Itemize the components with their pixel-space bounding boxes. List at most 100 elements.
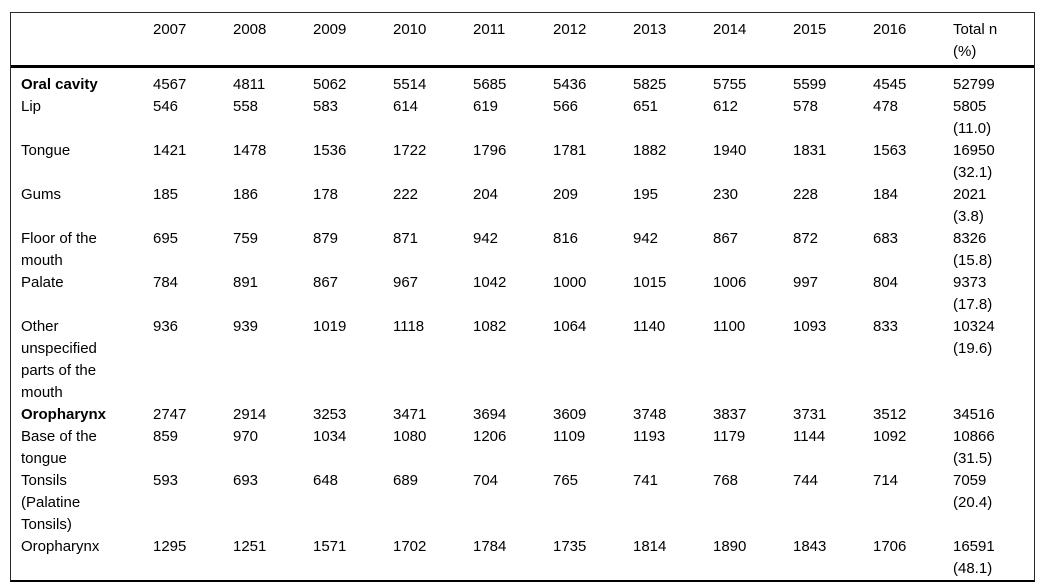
cell-value: 714 bbox=[873, 472, 899, 489]
cell-value: 744 bbox=[793, 472, 819, 489]
cell-value: 1784 bbox=[473, 538, 507, 555]
cell-value: 871 bbox=[393, 230, 419, 247]
cell-value: 939 bbox=[233, 318, 259, 335]
cell-value: 209 bbox=[553, 186, 579, 203]
row-label: Lip bbox=[21, 98, 42, 115]
total-n-value: 5805 bbox=[953, 98, 987, 115]
table-row: Floor of the mouth 695 759 879 871 942 816 942 8… bbox=[11, 228, 1034, 272]
row-label: Tongue bbox=[21, 142, 71, 159]
cell-value: 1563 bbox=[873, 142, 907, 159]
table-row: Tonsils (Palatine Tonsils) 593 693 648 689 70… bbox=[11, 470, 1034, 536]
cell-value: 1034 bbox=[313, 428, 347, 445]
incidence-by-year-table: 2007 2008 2009 2010 2011 2012 2013 2014 2015 2016… bbox=[11, 13, 1034, 580]
cell-value: 228 bbox=[793, 186, 819, 203]
table-row: Base of the tongue 859 970 1034 1080 1206 1109… bbox=[11, 426, 1034, 470]
cell-value: 578 bbox=[793, 98, 819, 115]
total-cell: 7059 (20.4) bbox=[953, 470, 1034, 536]
cell-value: 593 bbox=[153, 472, 179, 489]
total-n-value: 8326 bbox=[953, 230, 987, 247]
cell-value: 1109 bbox=[553, 428, 586, 445]
cell-value: 1118 bbox=[393, 318, 425, 335]
cell-value: 1843 bbox=[793, 538, 827, 555]
table-row: Other unspecified parts of the mouth 936 9… bbox=[11, 316, 1034, 404]
table-header: 2007 2008 2009 2010 2011 2012 2013 2014 2015 2016… bbox=[11, 13, 1034, 68]
cell-value: 185 bbox=[153, 186, 179, 203]
cell-value: 566 bbox=[553, 98, 579, 115]
cell-value: 546 bbox=[153, 98, 179, 115]
table-row: Oral cavity 4567 4811 5062 5514 5685 5436 5825 5… bbox=[11, 67, 1034, 97]
cell-value: 612 bbox=[713, 98, 739, 115]
col-header-year: 2016 bbox=[873, 13, 953, 68]
cell-value: 583 bbox=[313, 98, 339, 115]
cell-value: 178 bbox=[313, 186, 339, 203]
row-label: Oropharynx bbox=[21, 406, 107, 423]
cell-value: 1814 bbox=[633, 538, 667, 555]
table-row: Oropharynx 2747 2914 3253 3471 3694 3609 3748 38… bbox=[11, 404, 1034, 426]
cell-value: 1890 bbox=[713, 538, 747, 555]
row-label: Gums bbox=[21, 186, 62, 203]
col-header-year: 2013 bbox=[633, 13, 713, 68]
cell-value: 967 bbox=[393, 274, 419, 291]
total-percent-value: (32.1) bbox=[953, 164, 993, 181]
cell-value: 5436 bbox=[553, 76, 587, 93]
total-cell: 34516 bbox=[953, 404, 1034, 426]
total-n-value: 52799 bbox=[953, 76, 995, 93]
total-n-value: 7059 bbox=[953, 472, 987, 489]
cell-value: 1706 bbox=[873, 538, 907, 555]
total-cell: 16950 (32.1) bbox=[953, 140, 1034, 184]
cell-value: 833 bbox=[873, 318, 899, 335]
cell-value: 859 bbox=[153, 428, 179, 445]
cell-value: 186 bbox=[233, 186, 259, 203]
cell-value: 648 bbox=[313, 472, 339, 489]
cell-value: 704 bbox=[473, 472, 499, 489]
row-label: Tonsils (Palatine Tonsils) bbox=[21, 472, 81, 533]
cell-value: 942 bbox=[633, 230, 659, 247]
cell-value: 3253 bbox=[313, 406, 347, 423]
cell-value: 478 bbox=[873, 98, 899, 115]
cell-value: 5062 bbox=[313, 76, 347, 93]
cell-value: 1421 bbox=[153, 142, 187, 159]
table-row: Palate 784 891 867 967 1042 1000 1015 1006 997 804… bbox=[11, 272, 1034, 316]
cell-value: 695 bbox=[153, 230, 179, 247]
cell-value: 619 bbox=[473, 98, 499, 115]
cell-value: 1940 bbox=[713, 142, 747, 159]
cell-value: 3694 bbox=[473, 406, 507, 423]
cell-value: 891 bbox=[233, 274, 259, 291]
cell-value: 1206 bbox=[473, 428, 507, 445]
row-label: Other unspecified parts of the mouth bbox=[21, 318, 97, 401]
cell-value: 970 bbox=[233, 428, 259, 445]
cell-value: 2914 bbox=[233, 406, 267, 423]
total-n-value: 10324 bbox=[953, 318, 995, 335]
cell-value: 3512 bbox=[873, 406, 907, 423]
cell-value: 230 bbox=[713, 186, 739, 203]
cell-value: 1722 bbox=[393, 142, 427, 159]
cell-value: 1042 bbox=[473, 274, 507, 291]
cell-value: 1019 bbox=[313, 318, 347, 335]
cell-value: 1179 bbox=[713, 428, 746, 445]
cell-value: 3837 bbox=[713, 406, 747, 423]
cell-value: 1015 bbox=[633, 274, 667, 291]
cell-value: 1140 bbox=[633, 318, 666, 335]
col-header-year: 2008 bbox=[233, 13, 313, 68]
cell-value: 3609 bbox=[553, 406, 587, 423]
cell-value: 204 bbox=[473, 186, 499, 203]
cell-value: 1193 bbox=[633, 428, 666, 445]
total-n-value: 9373 bbox=[953, 274, 987, 291]
cell-value: 184 bbox=[873, 186, 899, 203]
total-n-value: 2021 bbox=[953, 186, 987, 203]
total-percent-value: (31.5) bbox=[953, 450, 993, 467]
cell-value: 867 bbox=[713, 230, 739, 247]
cell-value: 1100 bbox=[713, 318, 746, 335]
total-n-value: 16950 bbox=[953, 142, 995, 159]
col-header-year: 2014 bbox=[713, 13, 793, 68]
cell-value: 1478 bbox=[233, 142, 267, 159]
total-cell: 2021 (3.8) bbox=[953, 184, 1034, 228]
cell-value: 784 bbox=[153, 274, 179, 291]
cell-value: 1251 bbox=[233, 538, 267, 555]
row-label: Floor of the mouth bbox=[21, 230, 97, 269]
cell-value: 1006 bbox=[713, 274, 747, 291]
cell-value: 2747 bbox=[153, 406, 187, 423]
row-label: Palate bbox=[21, 274, 64, 291]
cell-value: 759 bbox=[233, 230, 259, 247]
cell-value: 1093 bbox=[793, 318, 827, 335]
